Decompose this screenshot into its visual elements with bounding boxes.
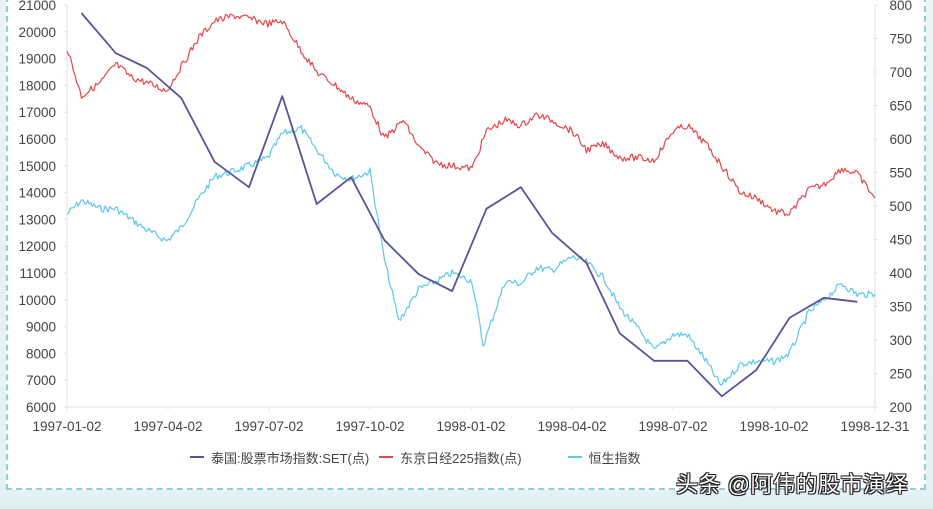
legend-swatch-nikkei-icon xyxy=(379,456,394,458)
y-left-tick-label: 9000 xyxy=(26,320,56,335)
legend-item-nikkei[interactable]: 东京日经225指数(点) xyxy=(379,448,522,467)
watermark: 头条 @阿伟的股市演绎 xyxy=(676,472,908,497)
y-right-tick-label: 600 xyxy=(889,132,912,147)
y-left-tick-label: 8000 xyxy=(26,346,56,361)
y-right-tick-label: 800 xyxy=(889,0,912,13)
x-tick-label: 1998-12-31 xyxy=(840,419,909,434)
y-right-tick-label: 500 xyxy=(889,199,912,214)
chart-axes: 21000 20000 19000 18000 17000 16000 15000 14000… xyxy=(18,0,912,434)
x-tick-label: 1998-01-02 xyxy=(436,419,505,434)
y-left-tick-label: 13000 xyxy=(18,212,56,227)
x-tick-label: 1997-07-02 xyxy=(234,419,303,434)
y-left-tick-label: 18000 xyxy=(18,78,56,93)
y-left-tick-label: 15000 xyxy=(18,159,56,174)
y-right-tick-label: 200 xyxy=(889,400,912,415)
y-left-tick-label: 12000 xyxy=(18,239,56,254)
chart-frame xyxy=(6,0,926,490)
x-tick-label: 1998-10-02 xyxy=(739,419,808,434)
y-left-tick-label: 16000 xyxy=(18,132,56,147)
y-right-tick-label: 450 xyxy=(889,233,912,248)
page-background xyxy=(0,490,933,509)
series-line-nikkei xyxy=(66,13,876,216)
legend-label-set: 泰国:股票市场指数:SET(点) xyxy=(211,450,370,466)
y-right-tick-label: 300 xyxy=(889,333,912,348)
y-right-tick-label: 250 xyxy=(889,367,912,382)
y-left-tick-label: 6000 xyxy=(26,400,56,415)
x-tick-label: 1998-04-02 xyxy=(537,419,606,434)
legend-label-nikkei: 东京日经225指数(点) xyxy=(400,450,522,466)
legend-item-hangseng[interactable]: 恒生指数 xyxy=(567,448,641,467)
legend-item-set[interactable]: 泰国:股票市场指数:SET(点) xyxy=(190,448,369,467)
legend-label-hangseng: 恒生指数 xyxy=(588,450,641,466)
y-left-tick-label: 7000 xyxy=(26,373,56,388)
x-tick-label: 1998-07-02 xyxy=(638,419,707,434)
y-left-tick-label: 11000 xyxy=(19,266,56,281)
y-right-tick-label: 350 xyxy=(889,300,912,315)
y-left-tick-label: 17000 xyxy=(18,105,56,120)
legend-swatch-hangseng-icon xyxy=(567,456,582,458)
chart-legend: 泰国:股票市场指数:SET(点) 东京日经225指数(点) 恒生指数 xyxy=(190,447,651,467)
y-right-tick-label: 700 xyxy=(889,65,912,80)
y-right-tick-label: 650 xyxy=(889,99,912,114)
series-line-set xyxy=(80,12,858,398)
y-left-tick-label: 14000 xyxy=(18,186,56,201)
y-left-tick-label: 21000 xyxy=(18,0,56,13)
y-left-tick-label: 10000 xyxy=(18,293,56,308)
x-tick-label: 1997-10-02 xyxy=(335,419,404,434)
y-right-tick-label: 400 xyxy=(889,266,912,281)
y-left-tick-label: 20000 xyxy=(18,25,56,40)
x-tick-label: 1997-04-02 xyxy=(133,419,202,434)
x-tick-label: 1997-01-02 xyxy=(32,419,101,434)
y-right-tick-label: 550 xyxy=(889,166,912,181)
chart-series xyxy=(66,12,876,398)
y-right-tick-label: 750 xyxy=(889,32,912,47)
legend-swatch-set-icon xyxy=(190,456,204,458)
y-left-tick-label: 19000 xyxy=(18,52,56,67)
series-line-hangseng xyxy=(66,124,876,386)
